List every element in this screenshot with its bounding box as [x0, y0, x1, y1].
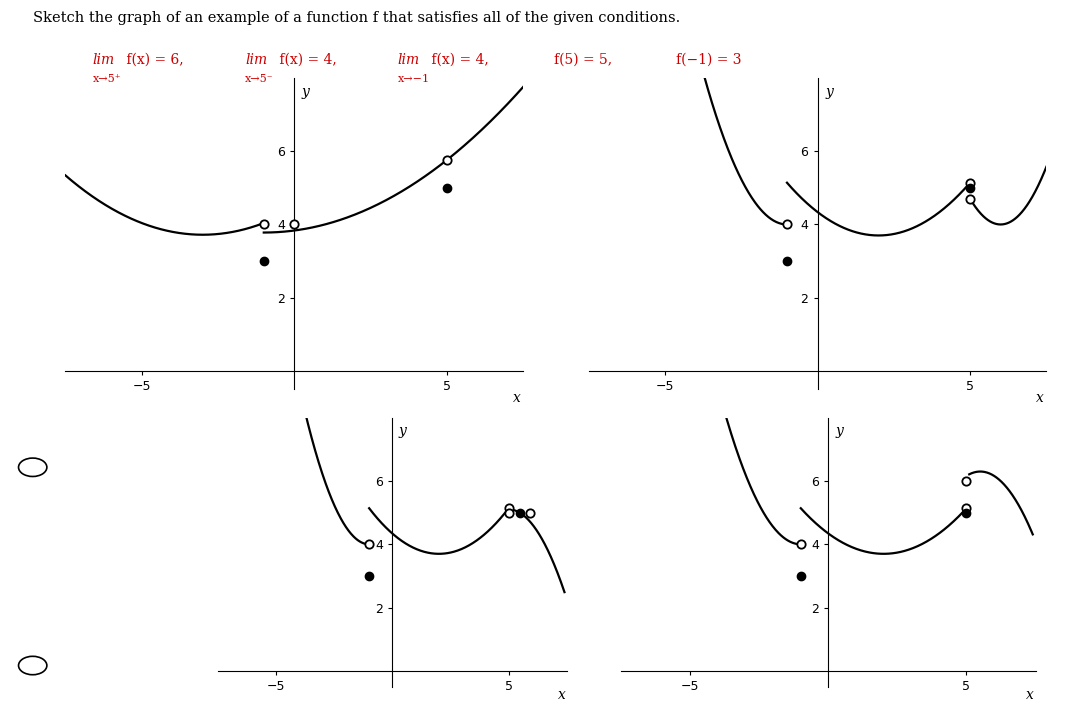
- Text: x: x: [558, 688, 566, 702]
- Text: x→5⁺: x→5⁺: [93, 74, 121, 84]
- Text: x→−1: x→−1: [398, 74, 429, 84]
- Text: x→5⁻: x→5⁻: [245, 74, 274, 84]
- Text: x: x: [1026, 688, 1034, 702]
- Text: x: x: [1037, 392, 1044, 405]
- Text: lim: lim: [398, 53, 420, 67]
- Text: x: x: [513, 392, 521, 405]
- Text: f(x) = 4,: f(x) = 4,: [275, 53, 337, 67]
- Text: y: y: [302, 85, 310, 99]
- Text: y: y: [835, 424, 844, 438]
- Text: y: y: [398, 424, 407, 438]
- Text: y: y: [825, 85, 833, 99]
- Text: f(−1) = 3: f(−1) = 3: [676, 53, 741, 67]
- Text: Sketch the graph of an example of a function f that satisfies all of the given c: Sketch the graph of an example of a func…: [33, 11, 680, 25]
- Text: lim: lim: [245, 53, 267, 67]
- Text: f(x) = 6,: f(x) = 6,: [122, 53, 184, 67]
- Text: lim: lim: [93, 53, 114, 67]
- Text: f(x) = 4,: f(x) = 4,: [427, 53, 489, 67]
- Text: f(5) = 5,: f(5) = 5,: [554, 53, 611, 67]
